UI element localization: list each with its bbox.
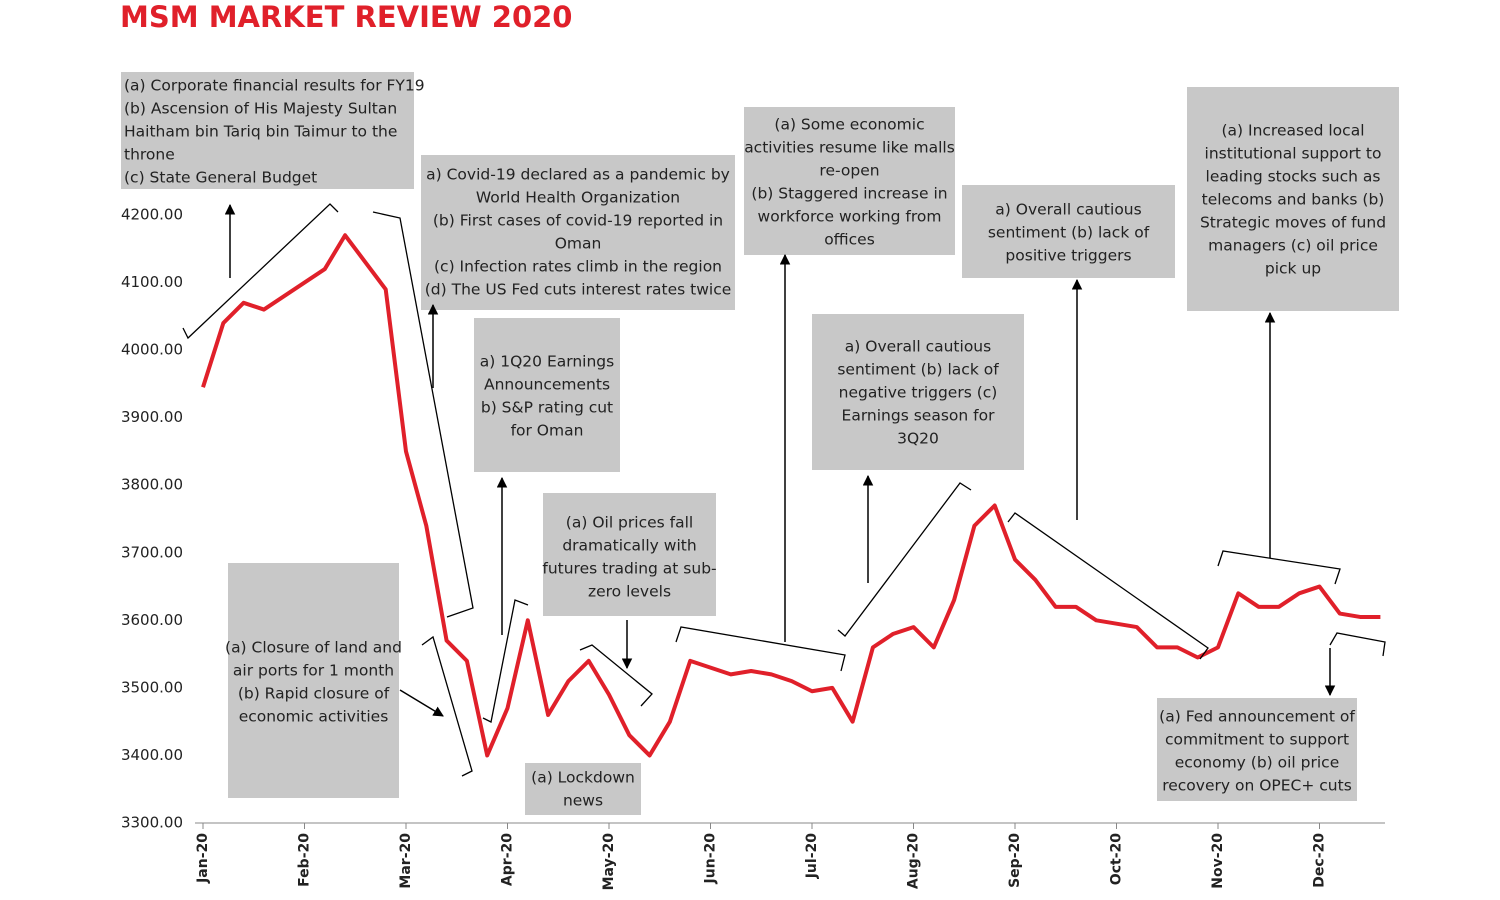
- bracket: [1329, 632, 1386, 657]
- annotation-text: (c) State General Budget: [124, 169, 317, 187]
- x-tick-label: Feb-20: [297, 833, 313, 887]
- annotation-text: managers (c) oil price: [1208, 237, 1378, 255]
- annotation-text: Announcements: [484, 376, 610, 394]
- y-tick-label: 3900.00: [121, 408, 183, 426]
- bracket: [1007, 512, 1209, 660]
- bracket: [675, 626, 846, 672]
- annotation-box: [543, 493, 716, 616]
- annotation-text: (b) Staggered increase in: [751, 185, 947, 203]
- annotation-text: telecoms and banks (b): [1202, 191, 1385, 209]
- annotation-text: b) S&P rating cut: [481, 399, 613, 417]
- y-tick-label: 3400.00: [121, 746, 183, 764]
- annotation-box: [812, 314, 1024, 470]
- annotation-text: (c) Infection rates climb in the region: [434, 258, 722, 276]
- arrow: [399, 689, 444, 717]
- x-tick-label: Oct-20: [1109, 833, 1125, 885]
- annotation-text: workforce working from: [758, 208, 942, 226]
- annotation-text: Haitham bin Tariq bin Taimur to the: [124, 123, 397, 141]
- annotation-text: (b) Ascension of His Majesty Sultan: [124, 100, 397, 118]
- bracket: [482, 599, 529, 723]
- y-tick-label: 3800.00: [121, 476, 183, 494]
- x-tick-label: Mar-20: [398, 833, 414, 889]
- annotation-box: [228, 563, 399, 798]
- annotation-box: [421, 155, 735, 310]
- x-tick-label: May-20: [601, 833, 617, 891]
- chart-title: MSM MARKET REVIEW 2020: [120, 0, 572, 34]
- annotation-text: 3Q20: [897, 430, 939, 448]
- annotation-text: Strategic moves of fund: [1200, 214, 1386, 232]
- annotation-text: throne: [124, 146, 175, 164]
- annotation-text: World Health Organization: [476, 189, 680, 207]
- annotation-text: news: [563, 792, 603, 810]
- annotation-text: commitment to support: [1165, 731, 1349, 749]
- annotation-text: (b) First cases of covid-19 reported in: [433, 212, 723, 230]
- annotation-text: Earnings season for: [842, 407, 996, 425]
- bracket: [421, 635, 473, 777]
- annotation-box: [525, 763, 641, 815]
- annotation-text: offices: [824, 231, 875, 249]
- annotation-text: (b) Rapid closure of: [238, 685, 390, 703]
- annotation-box: [1187, 87, 1399, 311]
- annotation-text: a) Overall cautious: [995, 201, 1141, 219]
- annotation-text: sentiment (b) lack of: [837, 361, 999, 379]
- x-tick-label: Jun-20: [703, 833, 719, 885]
- annotation-text: Oman: [555, 235, 602, 253]
- annotation-text: recovery on OPEC+ cuts: [1162, 777, 1352, 795]
- x-tick-label: Nov-20: [1210, 833, 1226, 889]
- annotation-box: [121, 72, 414, 189]
- annotation-text: institutional support to: [1205, 145, 1382, 163]
- y-tick-label: 4000.00: [121, 341, 183, 359]
- annotation-box: [474, 318, 620, 472]
- bracket: [182, 203, 339, 340]
- x-tick-label: Jul-20: [804, 833, 820, 880]
- y-tick-label: 3700.00: [121, 543, 183, 561]
- annotation-text: futures trading at sub-: [542, 560, 716, 578]
- bracket: [579, 644, 653, 707]
- annotation-box: [744, 107, 955, 255]
- annotation-text: leading stocks such as: [1206, 168, 1381, 186]
- annotation-text: pick up: [1265, 260, 1321, 278]
- y-tick-label: 3500.00: [121, 678, 183, 696]
- annotation-text: (a) Oil prices fall: [566, 514, 693, 532]
- annotation-text: negative triggers (c): [839, 384, 998, 402]
- annotation-text: a) Overall cautious: [845, 338, 991, 356]
- annotation-text: (a) Closure of land and: [225, 639, 402, 657]
- line-series: [201, 233, 1381, 758]
- annotation-text: (a) Fed announcement of: [1159, 708, 1355, 726]
- x-tick-label: Dec-20: [1312, 833, 1328, 888]
- annotation-text: economy (b) oil price: [1175, 754, 1340, 772]
- annotation-text: economic activities: [239, 708, 389, 726]
- bracket: [837, 482, 972, 637]
- annotation-text: (a) Increased local: [1222, 122, 1365, 140]
- annotation-text: (a) Corporate financial results for FY19: [124, 77, 425, 95]
- annotation-text: for Oman: [511, 422, 584, 440]
- x-tick-label: Aug-20: [906, 833, 922, 889]
- annotation-box: [962, 185, 1175, 278]
- x-tick-label: Apr-20: [500, 833, 516, 886]
- annotation-text: zero levels: [588, 583, 671, 601]
- annotation-text: sentiment (b) lack of: [988, 224, 1150, 242]
- x-tick-label: Jan-20: [195, 833, 211, 884]
- y-tick-label: 4200.00: [121, 206, 183, 224]
- annotation-text: positive triggers: [1005, 247, 1131, 265]
- bracket: [1217, 550, 1341, 585]
- annotation-text: dramatically with: [562, 537, 696, 555]
- x-tick-label: Sep-20: [1007, 833, 1023, 888]
- y-tick-label: 3300.00: [121, 814, 183, 832]
- annotation-text: (a) Some economic: [774, 116, 924, 134]
- annotation-text: air ports for 1 month: [233, 662, 394, 680]
- bracket: [372, 211, 474, 618]
- annotation-text: activities resume like malls: [744, 139, 955, 157]
- annotation-text: a) 1Q20 Earnings: [480, 353, 614, 371]
- annotation-box: [1157, 698, 1357, 801]
- y-tick-label: 3600.00: [121, 611, 183, 629]
- annotation-text: re-open: [819, 162, 879, 180]
- annotation-text: (a) Lockdown: [531, 769, 635, 787]
- y-tick-label: 4100.00: [121, 273, 183, 291]
- annotation-text: a) Covid-19 declared as a pandemic by: [426, 166, 730, 184]
- annotation-text: (d) The US Fed cuts interest rates twice: [425, 281, 732, 299]
